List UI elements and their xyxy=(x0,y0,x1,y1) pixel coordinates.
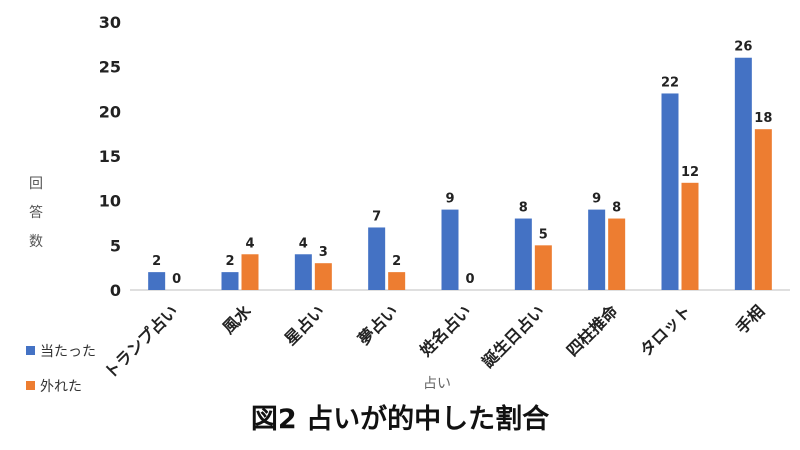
bar-hit xyxy=(294,254,312,290)
bar-hit xyxy=(734,57,752,290)
category-label: 夢占い xyxy=(354,301,401,348)
bar-hit xyxy=(368,227,386,290)
y-tick-label: 0 xyxy=(110,281,121,300)
y-tick-label: 10 xyxy=(99,192,121,211)
bar-hit xyxy=(661,93,679,290)
data-label: 5 xyxy=(539,227,548,242)
bar-hit xyxy=(441,209,459,290)
legend-swatch xyxy=(26,381,35,390)
data-label: 9 xyxy=(592,192,601,207)
data-label: 0 xyxy=(465,272,474,287)
y-axis-ticks: 0 5 10 15 20 25 30 xyxy=(99,13,121,300)
category-label: 手相 xyxy=(732,301,768,337)
data-label: 2 xyxy=(225,254,234,269)
y-tick-label: 30 xyxy=(99,13,121,32)
bar-hit xyxy=(588,209,606,290)
bar-hit xyxy=(148,272,166,290)
y-tick-label: 20 xyxy=(99,102,121,121)
data-label: 0 xyxy=(172,272,181,287)
category-label: タロット xyxy=(636,301,695,360)
data-label: 8 xyxy=(519,201,528,216)
bar-hit xyxy=(514,218,532,290)
y-tick-label: 15 xyxy=(99,147,121,166)
category-label: 星占い xyxy=(281,301,328,348)
bar-miss xyxy=(388,272,406,290)
bars xyxy=(148,57,772,290)
category-labels: トランプ占い 風水 星占い 夢占い 姓名占い 誕生日占い 四柱推命 タロット 手相 xyxy=(101,301,769,383)
data-label: 18 xyxy=(754,111,772,126)
bar-miss xyxy=(314,263,332,290)
data-label: 9 xyxy=(445,192,454,207)
data-label: 3 xyxy=(319,245,328,260)
category-label: 四柱推命 xyxy=(563,301,622,360)
category-label: トランプ占い xyxy=(101,301,182,382)
data-label: 7 xyxy=(372,209,381,224)
legend-swatch xyxy=(26,346,35,355)
x-axis-title: 占い xyxy=(423,376,451,392)
y-tick-label: 5 xyxy=(110,236,121,255)
y-tick-label: 25 xyxy=(99,58,121,77)
chart-title: 図2 占いが的中した割合 xyxy=(251,403,549,435)
category-label: 誕生日占い xyxy=(478,301,548,371)
legend-label: 当たった xyxy=(40,344,96,360)
bar-miss xyxy=(241,254,259,290)
bar-hit xyxy=(221,272,239,290)
y-axis-title: 回答数 xyxy=(29,176,43,250)
bar-miss xyxy=(534,245,552,290)
data-label: 2 xyxy=(392,254,401,269)
category-label: 姓名占い xyxy=(416,301,475,360)
data-label: 4 xyxy=(245,236,254,251)
bar-miss xyxy=(681,182,699,290)
data-label: 2 xyxy=(152,254,161,269)
category-label: 風水 xyxy=(219,301,256,338)
data-label: 8 xyxy=(612,201,621,216)
data-label: 4 xyxy=(299,236,308,251)
data-label: 26 xyxy=(734,40,752,55)
data-label: 22 xyxy=(661,75,679,90)
data-label: 12 xyxy=(681,165,699,180)
bar-miss xyxy=(608,218,626,290)
legend-label: 外れた xyxy=(40,379,82,395)
bar-miss xyxy=(754,129,772,290)
